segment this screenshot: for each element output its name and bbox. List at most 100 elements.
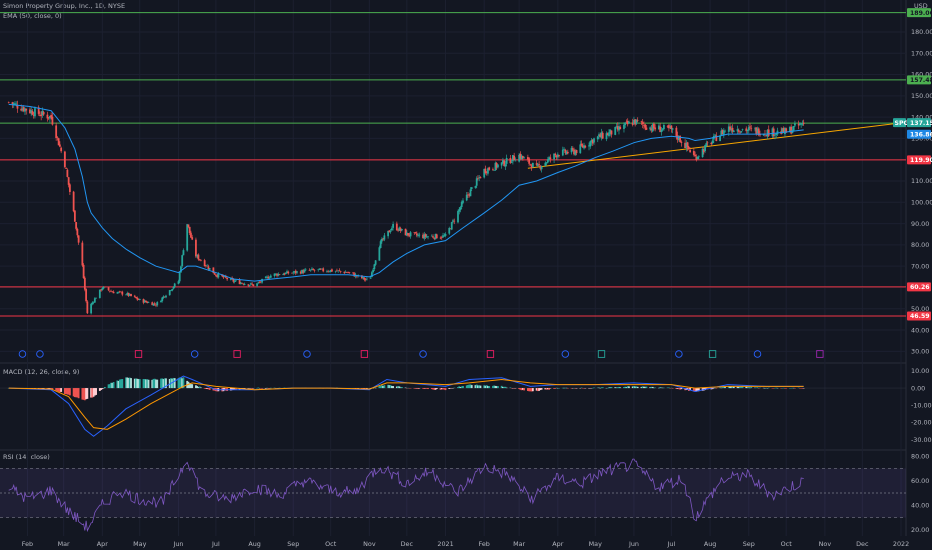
candle-body [82,264,85,279]
macd-hist-bar [126,377,129,389]
ema-tag: 136.86 [910,132,932,139]
macd-hist-bar [121,379,124,389]
candle-body [452,220,454,222]
candle-body [146,301,149,304]
macd-hist-bar [521,388,524,390]
candle-body [312,268,315,270]
candle-body [669,126,672,128]
level-tag-bg [907,155,931,165]
level-tag-bg [907,75,931,85]
candle-body [539,166,542,169]
candle-body [477,178,479,179]
candle-body [42,112,45,115]
candle-body [732,130,735,133]
candle-body [478,177,481,179]
candle-body [405,232,408,236]
candle-body [492,168,494,170]
macd-hist-bar [553,388,555,389]
candle-body [720,130,723,136]
candle-body [252,284,255,287]
candle-body [590,140,593,143]
candle-body [379,241,382,248]
candle-body [618,126,620,131]
candle-body [588,145,590,147]
axes: Feb Mar Apr May Jun Jul Aug Sep Oct Nov Dec 2021 Feb… [22,2,932,548]
candle-body [802,122,805,124]
candle-body [658,125,660,130]
macd-hist-bar [434,388,437,390]
dividend-marker [190,350,199,358]
macd-hist-bar [478,385,481,389]
candle-body [771,128,774,137]
macd-hist-bar [497,386,499,389]
candle-body [570,147,573,153]
macd-line [8,375,804,437]
macd-hist-bar [400,387,403,389]
candle-body [631,122,634,125]
macd-hist-bar [160,378,162,389]
macd-hist-bar [390,385,393,389]
macd-hist-bar [509,387,512,389]
candle-body [239,282,242,285]
macd-hist-bar [100,388,102,390]
macd-hist-bar [63,388,66,394]
macd-hist-bar [85,388,88,400]
macd-hist-bar [76,388,79,398]
candle-body [380,239,383,242]
macd-hist-bar [631,386,634,389]
candle-body [619,126,622,130]
macd-hist-bar [435,388,438,389]
candle-body [382,238,385,240]
candle-body [408,234,411,236]
macd-hist-bar [444,388,447,391]
macd-hist-bar [207,388,210,390]
candle-body [383,235,386,240]
macd-hist-bar [539,388,542,391]
macd-hist-bar [736,386,739,389]
candle-body [216,275,219,278]
candle-body [423,234,426,239]
level-tag-label: 119.90 [910,157,932,164]
macd-hist-bar [128,377,131,389]
candle-body [609,129,612,134]
macd-hist-bar [488,386,491,389]
macd-hist-bar [529,388,532,392]
candle-body [77,235,80,243]
macd-hist-bar [518,388,521,390]
candle-body [724,130,726,132]
macd-hist-bar [234,388,237,390]
macd-hist-bar [380,385,383,389]
macd-hist-bar [628,386,630,389]
candle-body [755,127,758,134]
candle-body [205,265,207,267]
candle-body [203,260,206,267]
candle-body [83,277,86,290]
candle-body [628,121,630,124]
macd-hist-bar [492,385,494,389]
macd-hist-bar [181,378,184,389]
candle-body [684,142,687,149]
macd-hist-bar [103,386,106,389]
candle-body [526,157,529,160]
macd-hist-bar [182,377,185,389]
macd-hist-bar [60,388,63,392]
macd-hist-bar [67,388,70,395]
x-tick-label: Jun [172,540,183,548]
earnings-marker [360,350,369,358]
candle-body [100,289,102,291]
candle-body [30,110,33,114]
macd-hist-bar [147,379,150,389]
candle-body [85,289,88,302]
macd-hist-bar [538,388,541,391]
candle-body [750,127,753,129]
candle-body [514,160,517,162]
macd-hist-bar [98,388,101,391]
macd-hist-bar [205,388,207,390]
candle-body [624,122,627,125]
candle-body [596,136,599,140]
macd-hist-bar [68,388,71,396]
candle-body [610,130,613,135]
macd-hist-bar [200,387,202,389]
candle-body [502,159,504,164]
